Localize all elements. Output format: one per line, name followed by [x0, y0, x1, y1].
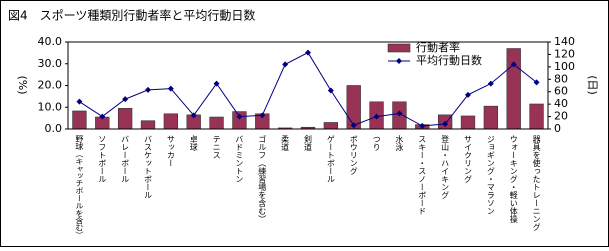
y-tick-label: 30.0 — [38, 57, 63, 70]
marker — [442, 121, 449, 128]
x-tick-label: バスケットボール — [144, 135, 153, 199]
bar — [529, 103, 544, 130]
marker — [396, 110, 403, 117]
y2-tick-label: 140 — [554, 35, 575, 48]
y2-tick-label: 80 — [554, 72, 568, 85]
bar — [323, 122, 339, 130]
marker — [465, 91, 471, 98]
bar — [72, 110, 87, 130]
y-tick-label: 40.0 — [38, 35, 63, 48]
x-tick-label: 水泳 — [395, 134, 404, 152]
marker — [419, 122, 426, 129]
x-tick-label: ウォーキング・軽い体操 — [509, 135, 518, 224]
y2-axis-label: (日) — [586, 75, 599, 95]
x-tick-label: ジョギング・マラソン — [486, 135, 495, 215]
marker — [76, 98, 83, 105]
x-tick-label: テニス — [212, 135, 221, 159]
x-tick-label: スキー・スノーボード — [418, 135, 427, 215]
legend-swatch — [387, 43, 411, 53]
y2-tick-label: 40 — [554, 97, 568, 110]
chart-title: 図4 スポーツ種類別行動者率と平均行動日数 — [8, 8, 255, 23]
x-tick-label: ソフトボール — [98, 135, 107, 183]
bar — [209, 116, 224, 130]
marker — [373, 113, 380, 120]
x-tick-label: 器具を使ったトレーニング — [532, 135, 541, 231]
x-tick-label: バレーボール — [121, 135, 130, 183]
x-tick-label: 野球（キャッチボールを含む） — [75, 135, 84, 239]
marker — [145, 86, 151, 93]
marker — [99, 113, 106, 120]
y2-tick-label: 0 — [554, 122, 561, 135]
y-axis-label: (%) — [16, 75, 29, 94]
marker — [259, 112, 266, 119]
marker — [350, 122, 357, 129]
marker — [122, 96, 129, 103]
bar — [117, 108, 133, 130]
marker — [167, 85, 174, 92]
marker — [533, 79, 540, 86]
bar — [483, 105, 499, 130]
marker — [305, 49, 311, 56]
y2-tick-label: 100 — [554, 60, 575, 73]
x-tick-label: ボウリング — [349, 135, 358, 175]
x-tick-label: サイクリング — [464, 135, 473, 183]
marker — [327, 87, 334, 94]
y2-tick-label: 20 — [554, 110, 568, 123]
y-tick-label: 0.0 — [45, 122, 63, 135]
legend-label: 行動者率 — [416, 40, 460, 54]
x-tick-label: 卓球 — [189, 134, 198, 151]
x-tick-label: サッカー — [166, 135, 175, 167]
bar — [506, 48, 521, 130]
x-tick-label: つり — [372, 135, 381, 151]
x-tick-label: 登山・ハイキング — [441, 134, 450, 199]
legend-marker — [396, 58, 402, 64]
x-tick-label: ゲートボール — [326, 135, 335, 183]
y2-tick-label: 60 — [554, 85, 568, 98]
marker — [236, 113, 243, 120]
marker — [510, 61, 517, 68]
plot-frame — [67, 41, 549, 130]
bar — [163, 113, 179, 130]
y-tick-label: 10.0 — [38, 100, 63, 113]
marker — [282, 61, 289, 68]
y2-tick-label: 120 — [554, 47, 575, 60]
marker — [213, 80, 220, 87]
marker — [190, 112, 197, 119]
x-tick-label: 剣道 — [304, 135, 313, 152]
marker — [487, 80, 494, 87]
legend-label: 平均行動日数 — [416, 53, 482, 67]
x-tick-label: 柔道 — [281, 134, 290, 152]
y-tick-label: 20.0 — [38, 79, 63, 92]
x-tick-label: バドミントン — [235, 135, 244, 183]
x-tick-label: ゴルフ（練習場を含む） — [258, 134, 267, 223]
bar — [140, 120, 156, 130]
bar — [460, 115, 476, 130]
